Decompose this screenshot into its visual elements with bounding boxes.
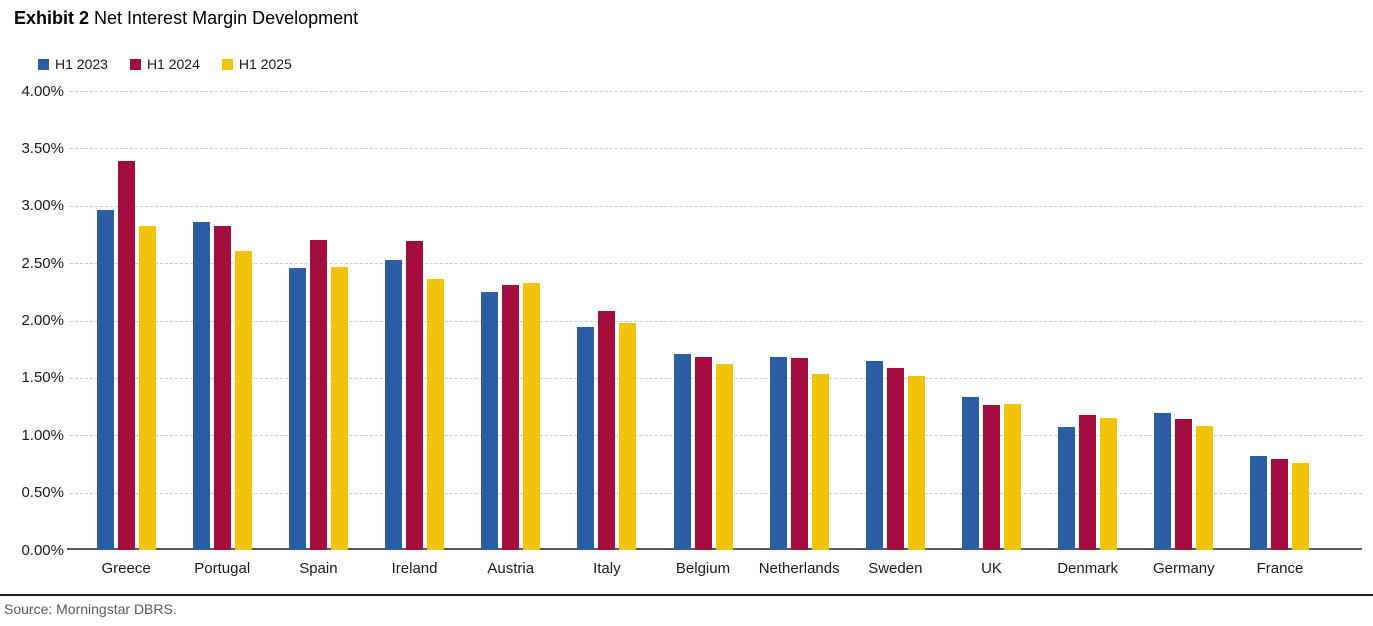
bar-h1-2023-ireland bbox=[385, 259, 403, 550]
bar-group-belgium bbox=[655, 91, 751, 550]
bar-group-austria bbox=[463, 91, 559, 550]
x-label-sweden: Sweden bbox=[868, 560, 923, 577]
bar-h1-2024-germany bbox=[1175, 419, 1193, 550]
x-label-france: France bbox=[1256, 560, 1304, 577]
bar-group-sweden bbox=[847, 91, 943, 550]
bar-h1-2023-denmark bbox=[1058, 427, 1076, 550]
y-tick-label: 1.50% bbox=[21, 369, 64, 387]
bar-group-denmark bbox=[1040, 91, 1136, 550]
legend-swatch-h1-2024 bbox=[129, 58, 141, 70]
chart-title: Exhibit 2 Net Interest Margin Developmen… bbox=[14, 8, 358, 29]
bar-h1-2024-ireland bbox=[406, 241, 424, 550]
bar-group-greece bbox=[78, 91, 174, 550]
bar-h1-2024-greece bbox=[117, 161, 135, 550]
bar-h1-2025-france bbox=[1292, 462, 1310, 550]
legend-item-h1-2024: H1 2024 bbox=[129, 56, 200, 72]
bar-h1-2024-portugal bbox=[213, 226, 231, 550]
gridline bbox=[70, 148, 1362, 150]
bar-h1-2025-germany bbox=[1196, 426, 1214, 550]
x-label-denmark: Denmark bbox=[1057, 560, 1119, 577]
bar-h1-2024-uk bbox=[982, 405, 1000, 550]
bar-h1-2025-greece bbox=[138, 226, 156, 550]
x-label-netherlands: Netherlands bbox=[758, 560, 840, 577]
bar-h1-2024-france bbox=[1271, 459, 1289, 550]
x-axis-labels: Greece Portugal Spain Ireland Austria Italy Be… bbox=[78, 560, 1328, 577]
bar-h1-2024-netherlands bbox=[790, 358, 808, 550]
bar-h1-2024-italy bbox=[598, 311, 616, 550]
bar-h1-2025-denmark bbox=[1100, 418, 1118, 550]
x-label-spain: Spain bbox=[299, 560, 338, 577]
bar-h1-2025-ireland bbox=[427, 279, 445, 550]
bar-h1-2023-greece bbox=[96, 210, 114, 550]
bar-h1-2024-spain bbox=[309, 240, 327, 550]
bar-h1-2025-netherlands bbox=[811, 374, 829, 550]
bar-h1-2023-sweden bbox=[865, 360, 883, 550]
bar-group-ireland bbox=[366, 91, 462, 550]
footer-divider bbox=[0, 594, 1373, 596]
gridline bbox=[70, 205, 1362, 207]
x-label-germany: Germany bbox=[1152, 560, 1215, 577]
x-label-portugal: Portugal bbox=[194, 560, 251, 577]
bar-h1-2024-denmark bbox=[1079, 414, 1097, 550]
bar-h1-2025-italy bbox=[619, 322, 637, 550]
legend-swatch-h1-2023 bbox=[38, 58, 49, 70]
x-label-greece: Greece bbox=[101, 560, 151, 577]
bar-group-spain bbox=[270, 91, 366, 550]
bar-h1-2023-austria bbox=[481, 291, 499, 550]
y-tick-label: 1.00% bbox=[21, 426, 64, 444]
bar-h1-2025-belgium bbox=[715, 364, 733, 550]
legend-item-h1-2023: H1 2023 bbox=[38, 56, 108, 72]
bar-h1-2023-spain bbox=[288, 267, 306, 550]
y-tick-label: 4.00% bbox=[21, 82, 64, 100]
bar-h1-2025-spain bbox=[330, 266, 348, 550]
bar-group-netherlands bbox=[751, 91, 847, 550]
gridline bbox=[70, 263, 1362, 265]
x-label-italy: Italy bbox=[593, 560, 621, 577]
bar-h1-2023-belgium bbox=[673, 353, 691, 550]
x-label-ireland: Ireland bbox=[391, 560, 438, 577]
bar-h1-2023-germany bbox=[1154, 413, 1172, 550]
y-tick-label: 3.00% bbox=[21, 197, 64, 215]
bar-group-uk bbox=[943, 91, 1039, 550]
x-label-uk: UK bbox=[981, 560, 1002, 577]
legend-item-h1-2025: H1 2025 bbox=[221, 56, 292, 72]
y-tick-label: 3.50% bbox=[21, 139, 64, 157]
bar-groups bbox=[78, 91, 1328, 550]
exhibit-label: Exhibit 2 bbox=[14, 8, 90, 28]
bar-group-italy bbox=[559, 91, 655, 550]
bar-h1-2023-uk bbox=[961, 397, 979, 550]
y-tick-label: 2.50% bbox=[21, 254, 64, 272]
x-axis-line bbox=[67, 548, 1362, 550]
legend-label: H1 2023 bbox=[55, 56, 108, 72]
legend: H1 2023 H1 2024 H1 2025 bbox=[38, 56, 292, 72]
y-tick-label: 0.50% bbox=[21, 484, 64, 502]
y-tick-label: 2.00% bbox=[21, 312, 64, 329]
bar-group-portugal bbox=[174, 91, 270, 550]
source-note: Source: Morningstar DBRS. bbox=[4, 601, 177, 617]
bar-h1-2023-netherlands bbox=[769, 357, 787, 550]
x-label-austria: Austria bbox=[487, 560, 535, 577]
bar-h1-2024-austria bbox=[502, 284, 520, 550]
bar-h1-2024-sweden bbox=[886, 367, 904, 550]
bar-h1-2025-austria bbox=[523, 282, 541, 550]
bar-h1-2025-sweden bbox=[907, 375, 925, 550]
bar-group-germany bbox=[1136, 91, 1232, 550]
bar-h1-2025-portugal bbox=[234, 250, 252, 550]
bar-h1-2023-france bbox=[1250, 455, 1268, 550]
gridline bbox=[70, 320, 1362, 322]
gridline bbox=[70, 91, 1362, 92]
bar-group-france bbox=[1232, 91, 1328, 550]
legend-label: H1 2025 bbox=[238, 56, 292, 72]
bar-h1-2024-belgium bbox=[694, 357, 712, 550]
bar-h1-2023-italy bbox=[577, 327, 595, 550]
x-label-belgium: Belgium bbox=[675, 560, 731, 577]
bar-h1-2025-uk bbox=[1003, 404, 1021, 550]
bar-h1-2023-portugal bbox=[192, 221, 210, 550]
chart-title-text: Net Interest Margin Development bbox=[94, 8, 359, 28]
legend-swatch-h1-2025 bbox=[221, 58, 233, 70]
legend-label: H1 2024 bbox=[146, 56, 200, 72]
y-tick-label: 0.00% bbox=[21, 541, 64, 559]
